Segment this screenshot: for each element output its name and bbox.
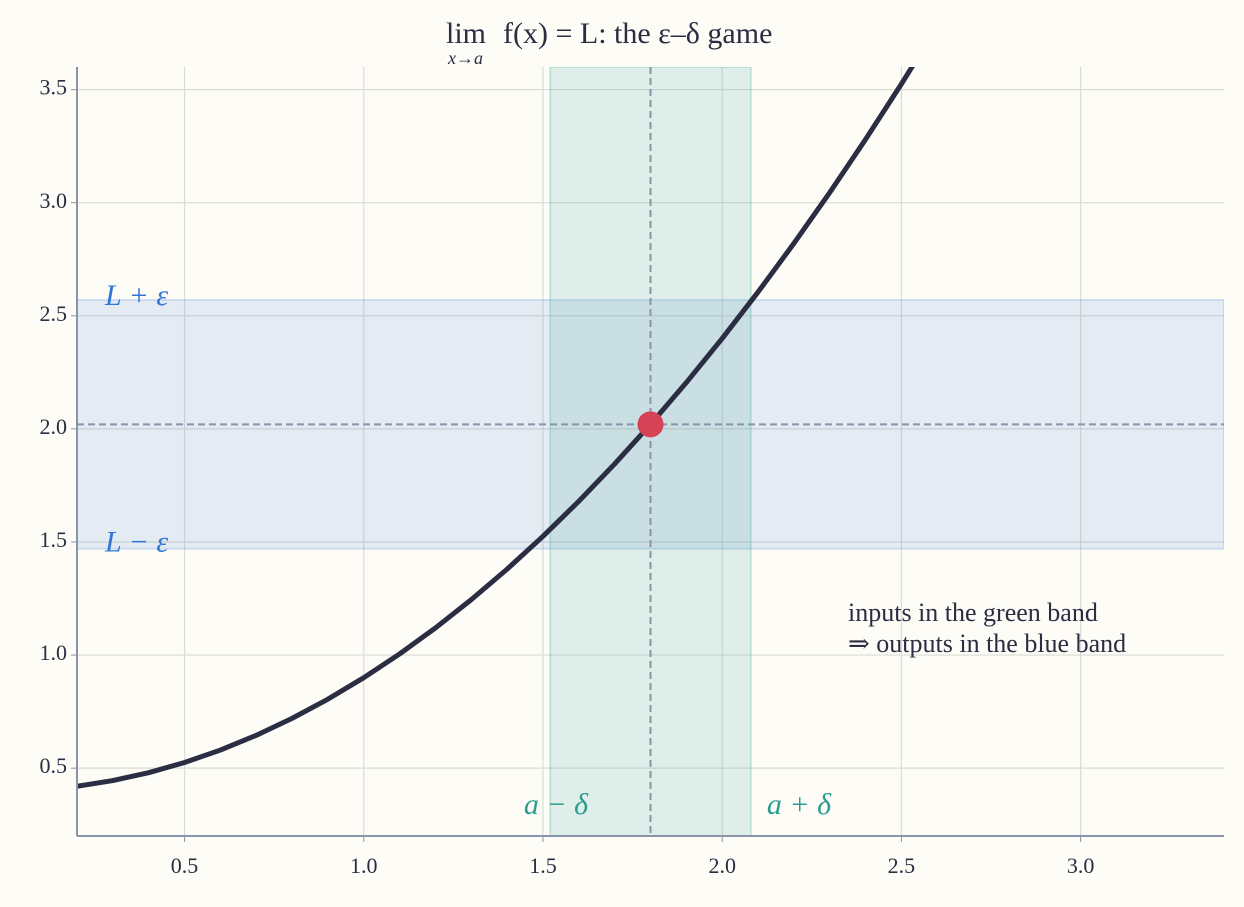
epsilon-label: L + ε: [104, 279, 168, 312]
epsilon-label: L − ε: [104, 526, 168, 559]
curve: [77, 67, 915, 789]
y-tick-label: 1.0: [40, 640, 68, 665]
limit-point: [637, 411, 664, 438]
title-sub: x→a: [447, 48, 483, 68]
y-tick-label: 0.5: [40, 753, 68, 778]
y-tick-label: 2.0: [40, 414, 68, 439]
y-tick-label: 3.0: [40, 188, 68, 213]
y-tick-label: 3.5: [40, 75, 68, 100]
chart-title: lim x→a f(x) = L: the ε–δ game: [446, 17, 772, 68]
delta-label: a + δ: [767, 788, 832, 821]
x-tick-label: 2.5: [888, 853, 916, 878]
y-tick-label: 1.5: [40, 527, 68, 552]
title-lim: lim: [446, 17, 486, 50]
x-tick-label: 1.5: [529, 853, 557, 878]
x-tick-label: 1.0: [350, 853, 378, 878]
y-tick-label: 2.5: [40, 301, 68, 326]
title-main: f(x) = L: the ε–δ game: [503, 17, 772, 50]
clipped-plot: [77, 67, 1224, 836]
x-tick-label: 2.0: [708, 853, 736, 878]
delta-label: a − δ: [524, 788, 589, 821]
x-tick-label: 0.5: [171, 853, 199, 878]
x-tick-label: 3.0: [1067, 853, 1095, 878]
annotation: ⇒ outputs in the blue band: [848, 629, 1126, 658]
annotation: inputs in the green band: [848, 598, 1098, 627]
